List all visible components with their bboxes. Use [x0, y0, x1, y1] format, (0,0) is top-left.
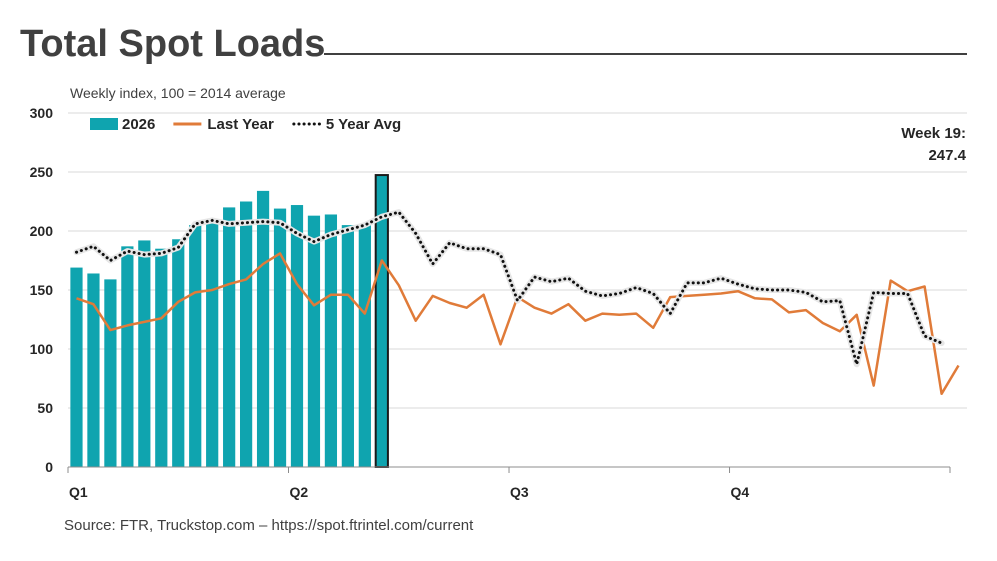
y-tick-label: 300 — [30, 105, 54, 121]
bar — [307, 215, 321, 467]
legend-label: Last Year — [207, 116, 274, 133]
bar — [70, 267, 83, 467]
bar-series — [70, 174, 389, 468]
x-tick-label: Q1 — [69, 484, 88, 500]
legend-label: 5 Year Avg — [326, 116, 401, 133]
y-tick-label: 100 — [30, 341, 54, 357]
x-tick-label: Q2 — [290, 484, 309, 500]
line-series — [73, 209, 960, 396]
gridlines — [68, 112, 967, 409]
bar — [138, 240, 151, 467]
y-tick-label: 200 — [30, 223, 54, 239]
annotation-line-1: Week 19: — [901, 125, 966, 142]
x-tick-label: Q4 — [731, 484, 750, 500]
chart-subtitle: Weekly index, 100 = 2014 average — [70, 85, 286, 101]
line-5-year-avg — [75, 210, 944, 366]
y-tick-label: 150 — [30, 282, 54, 298]
y-tick-label: 250 — [30, 164, 54, 180]
bar — [358, 225, 371, 467]
y-tick-label: 0 — [45, 459, 53, 475]
bar — [206, 221, 219, 467]
x-tick-label: Q3 — [510, 484, 529, 500]
bar — [273, 208, 287, 467]
source-note: Source: FTR, Truckstop.com – https://spo… — [64, 517, 474, 534]
bar — [172, 239, 185, 467]
legend-swatch-bar — [90, 118, 118, 130]
bar — [324, 214, 338, 467]
title-underline — [324, 53, 967, 55]
y-tick-label: 50 — [37, 400, 53, 416]
bar — [256, 190, 270, 467]
legend: 2026 Last Year 5 Year Avg — [90, 116, 401, 133]
bar — [104, 279, 117, 467]
y-axis-tick-labels: 0 50 100 150 200 250 300 — [30, 105, 54, 475]
bar — [155, 248, 168, 467]
bar — [121, 246, 134, 467]
annotation: Week 19: 247.4 — [901, 125, 966, 164]
bar — [189, 225, 202, 467]
bar — [341, 225, 354, 467]
bar — [223, 207, 236, 467]
bar — [87, 273, 100, 467]
chart-title: Total Spot Loads — [20, 23, 326, 65]
bar — [290, 205, 304, 468]
bar — [239, 201, 253, 467]
x-axis: Q1 Q2 Q3 Q4 — [67, 466, 951, 500]
legend-label: 2026 — [122, 116, 155, 133]
annotation-line-2: 247.4 — [928, 147, 966, 164]
